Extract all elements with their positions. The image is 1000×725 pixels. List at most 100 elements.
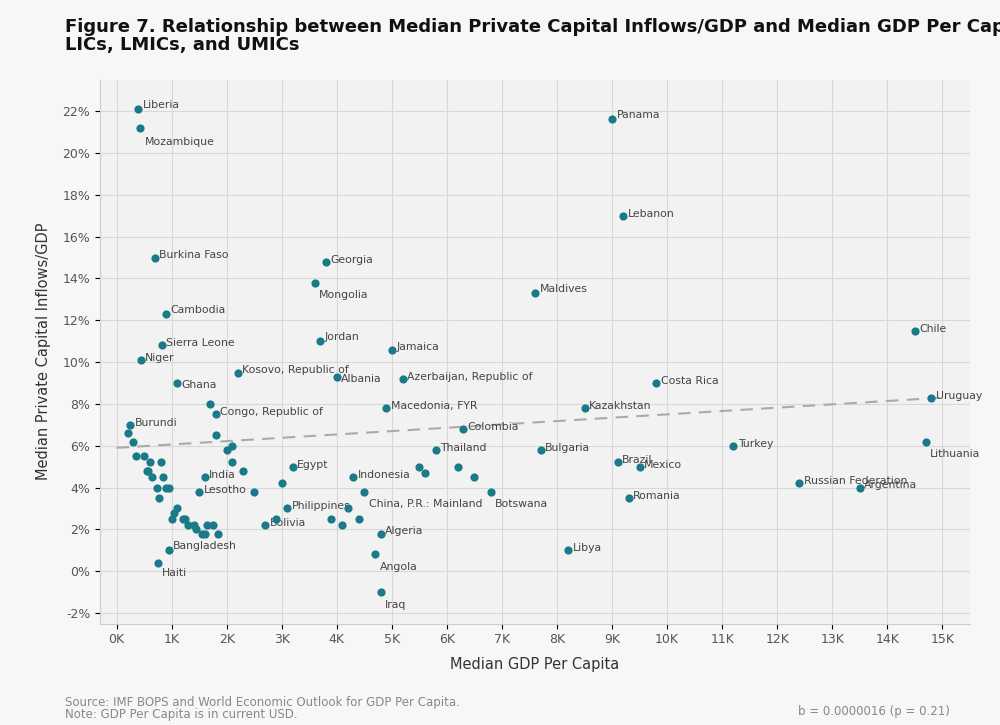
Text: Mozambique: Mozambique bbox=[145, 138, 214, 147]
Point bbox=[224, 440, 240, 452]
Point bbox=[312, 336, 328, 347]
Point bbox=[139, 465, 155, 476]
Text: Uruguay: Uruguay bbox=[936, 391, 982, 400]
Point bbox=[130, 103, 146, 115]
Point bbox=[186, 519, 202, 531]
Point bbox=[852, 481, 868, 493]
Text: Indonesia: Indonesia bbox=[358, 470, 410, 480]
Point bbox=[356, 486, 372, 497]
Text: Lithuania: Lithuania bbox=[930, 449, 981, 459]
Point bbox=[208, 429, 224, 441]
Text: Macedonia, FYR: Macedonia, FYR bbox=[391, 401, 477, 411]
Text: Azerbaijan, Republic of: Azerbaijan, Republic of bbox=[407, 372, 533, 382]
Point bbox=[132, 122, 148, 133]
Point bbox=[533, 444, 549, 456]
Text: China, P.R.: Mainland: China, P.R.: Mainland bbox=[369, 500, 482, 509]
Point bbox=[210, 528, 226, 539]
Text: Niger: Niger bbox=[145, 353, 175, 363]
Text: Burkina Faso: Burkina Faso bbox=[159, 250, 229, 260]
Text: Colombia: Colombia bbox=[468, 422, 519, 432]
Text: Kazakhstan: Kazakhstan bbox=[589, 401, 651, 411]
Point bbox=[122, 419, 138, 431]
Point bbox=[450, 461, 466, 473]
Point bbox=[268, 513, 284, 525]
Point bbox=[191, 486, 207, 497]
Text: LICs, LMICs, and UMICs: LICs, LMICs, and UMICs bbox=[65, 36, 300, 54]
Text: Costa Rica: Costa Rica bbox=[661, 376, 718, 386]
Text: Congo, Republic of: Congo, Republic of bbox=[220, 407, 323, 418]
Text: Note: GDP Per Capita is in current USD.: Note: GDP Per Capita is in current USD. bbox=[65, 708, 298, 721]
Text: Libya: Libya bbox=[572, 543, 602, 553]
Point bbox=[610, 457, 626, 468]
Point bbox=[323, 513, 339, 525]
Point bbox=[158, 308, 174, 320]
Text: Bolivia: Bolivia bbox=[270, 518, 306, 528]
Text: Panama: Panama bbox=[616, 110, 660, 120]
Point bbox=[615, 210, 631, 222]
Point bbox=[128, 450, 144, 462]
Text: Figure 7. Relationship between Median Private Capital Inflows/GDP and Median GDP: Figure 7. Relationship between Median Pr… bbox=[65, 18, 1000, 36]
Text: Liberia: Liberia bbox=[142, 100, 179, 110]
Point bbox=[632, 461, 648, 473]
Text: India: India bbox=[209, 470, 236, 480]
Text: Cambodia: Cambodia bbox=[170, 304, 226, 315]
Text: Burundi: Burundi bbox=[135, 418, 177, 428]
Point bbox=[150, 557, 166, 568]
Point bbox=[791, 478, 807, 489]
Point bbox=[166, 507, 182, 518]
Text: Thailand: Thailand bbox=[440, 443, 487, 453]
Point bbox=[147, 252, 163, 263]
Point bbox=[621, 492, 637, 504]
Text: Bangladesh: Bangladesh bbox=[173, 541, 237, 551]
X-axis label: Median GDP Per Capita: Median GDP Per Capita bbox=[450, 658, 620, 672]
Text: Argentina: Argentina bbox=[864, 481, 917, 491]
Point bbox=[155, 471, 171, 483]
Text: Jamaica: Jamaica bbox=[396, 342, 439, 352]
Point bbox=[169, 377, 185, 389]
Text: Georgia: Georgia bbox=[330, 254, 373, 265]
Point bbox=[411, 461, 427, 473]
Point bbox=[466, 471, 482, 483]
Point bbox=[285, 461, 301, 473]
Point bbox=[307, 277, 323, 289]
Text: Romania: Romania bbox=[633, 491, 681, 501]
Point bbox=[169, 502, 185, 514]
Point bbox=[219, 444, 235, 456]
Point bbox=[144, 471, 160, 483]
Point bbox=[136, 450, 152, 462]
Point bbox=[907, 325, 923, 336]
Point bbox=[923, 392, 939, 403]
Point bbox=[199, 519, 215, 531]
Point bbox=[279, 502, 295, 514]
Text: Sierra Leone: Sierra Leone bbox=[166, 339, 235, 348]
Point bbox=[230, 367, 246, 378]
Point bbox=[351, 513, 367, 525]
Point bbox=[918, 436, 934, 447]
Point bbox=[161, 481, 177, 493]
Point bbox=[395, 373, 411, 384]
Point bbox=[329, 371, 345, 383]
Text: Ghana: Ghana bbox=[181, 380, 217, 390]
Point bbox=[120, 428, 136, 439]
Point bbox=[188, 523, 204, 535]
Point bbox=[417, 467, 433, 479]
Text: Mexico: Mexico bbox=[644, 460, 682, 470]
Point bbox=[373, 587, 389, 598]
Point bbox=[164, 513, 180, 525]
Point bbox=[158, 481, 174, 493]
Point bbox=[180, 519, 196, 531]
Point bbox=[318, 256, 334, 268]
Point bbox=[257, 519, 273, 531]
Point bbox=[224, 457, 240, 468]
Text: b = 0.0000016 (p = 0.21): b = 0.0000016 (p = 0.21) bbox=[798, 705, 950, 718]
Text: Albania: Albania bbox=[341, 374, 382, 384]
Point bbox=[125, 436, 141, 447]
Text: Philippines: Philippines bbox=[292, 502, 350, 511]
Point bbox=[153, 457, 169, 468]
Text: Haiti: Haiti bbox=[162, 568, 187, 579]
Text: Kosovo, Republic of: Kosovo, Republic of bbox=[242, 365, 349, 376]
Point bbox=[142, 457, 158, 468]
Point bbox=[151, 492, 167, 504]
Point bbox=[202, 398, 218, 410]
Text: Russian Federation: Russian Federation bbox=[804, 476, 907, 486]
